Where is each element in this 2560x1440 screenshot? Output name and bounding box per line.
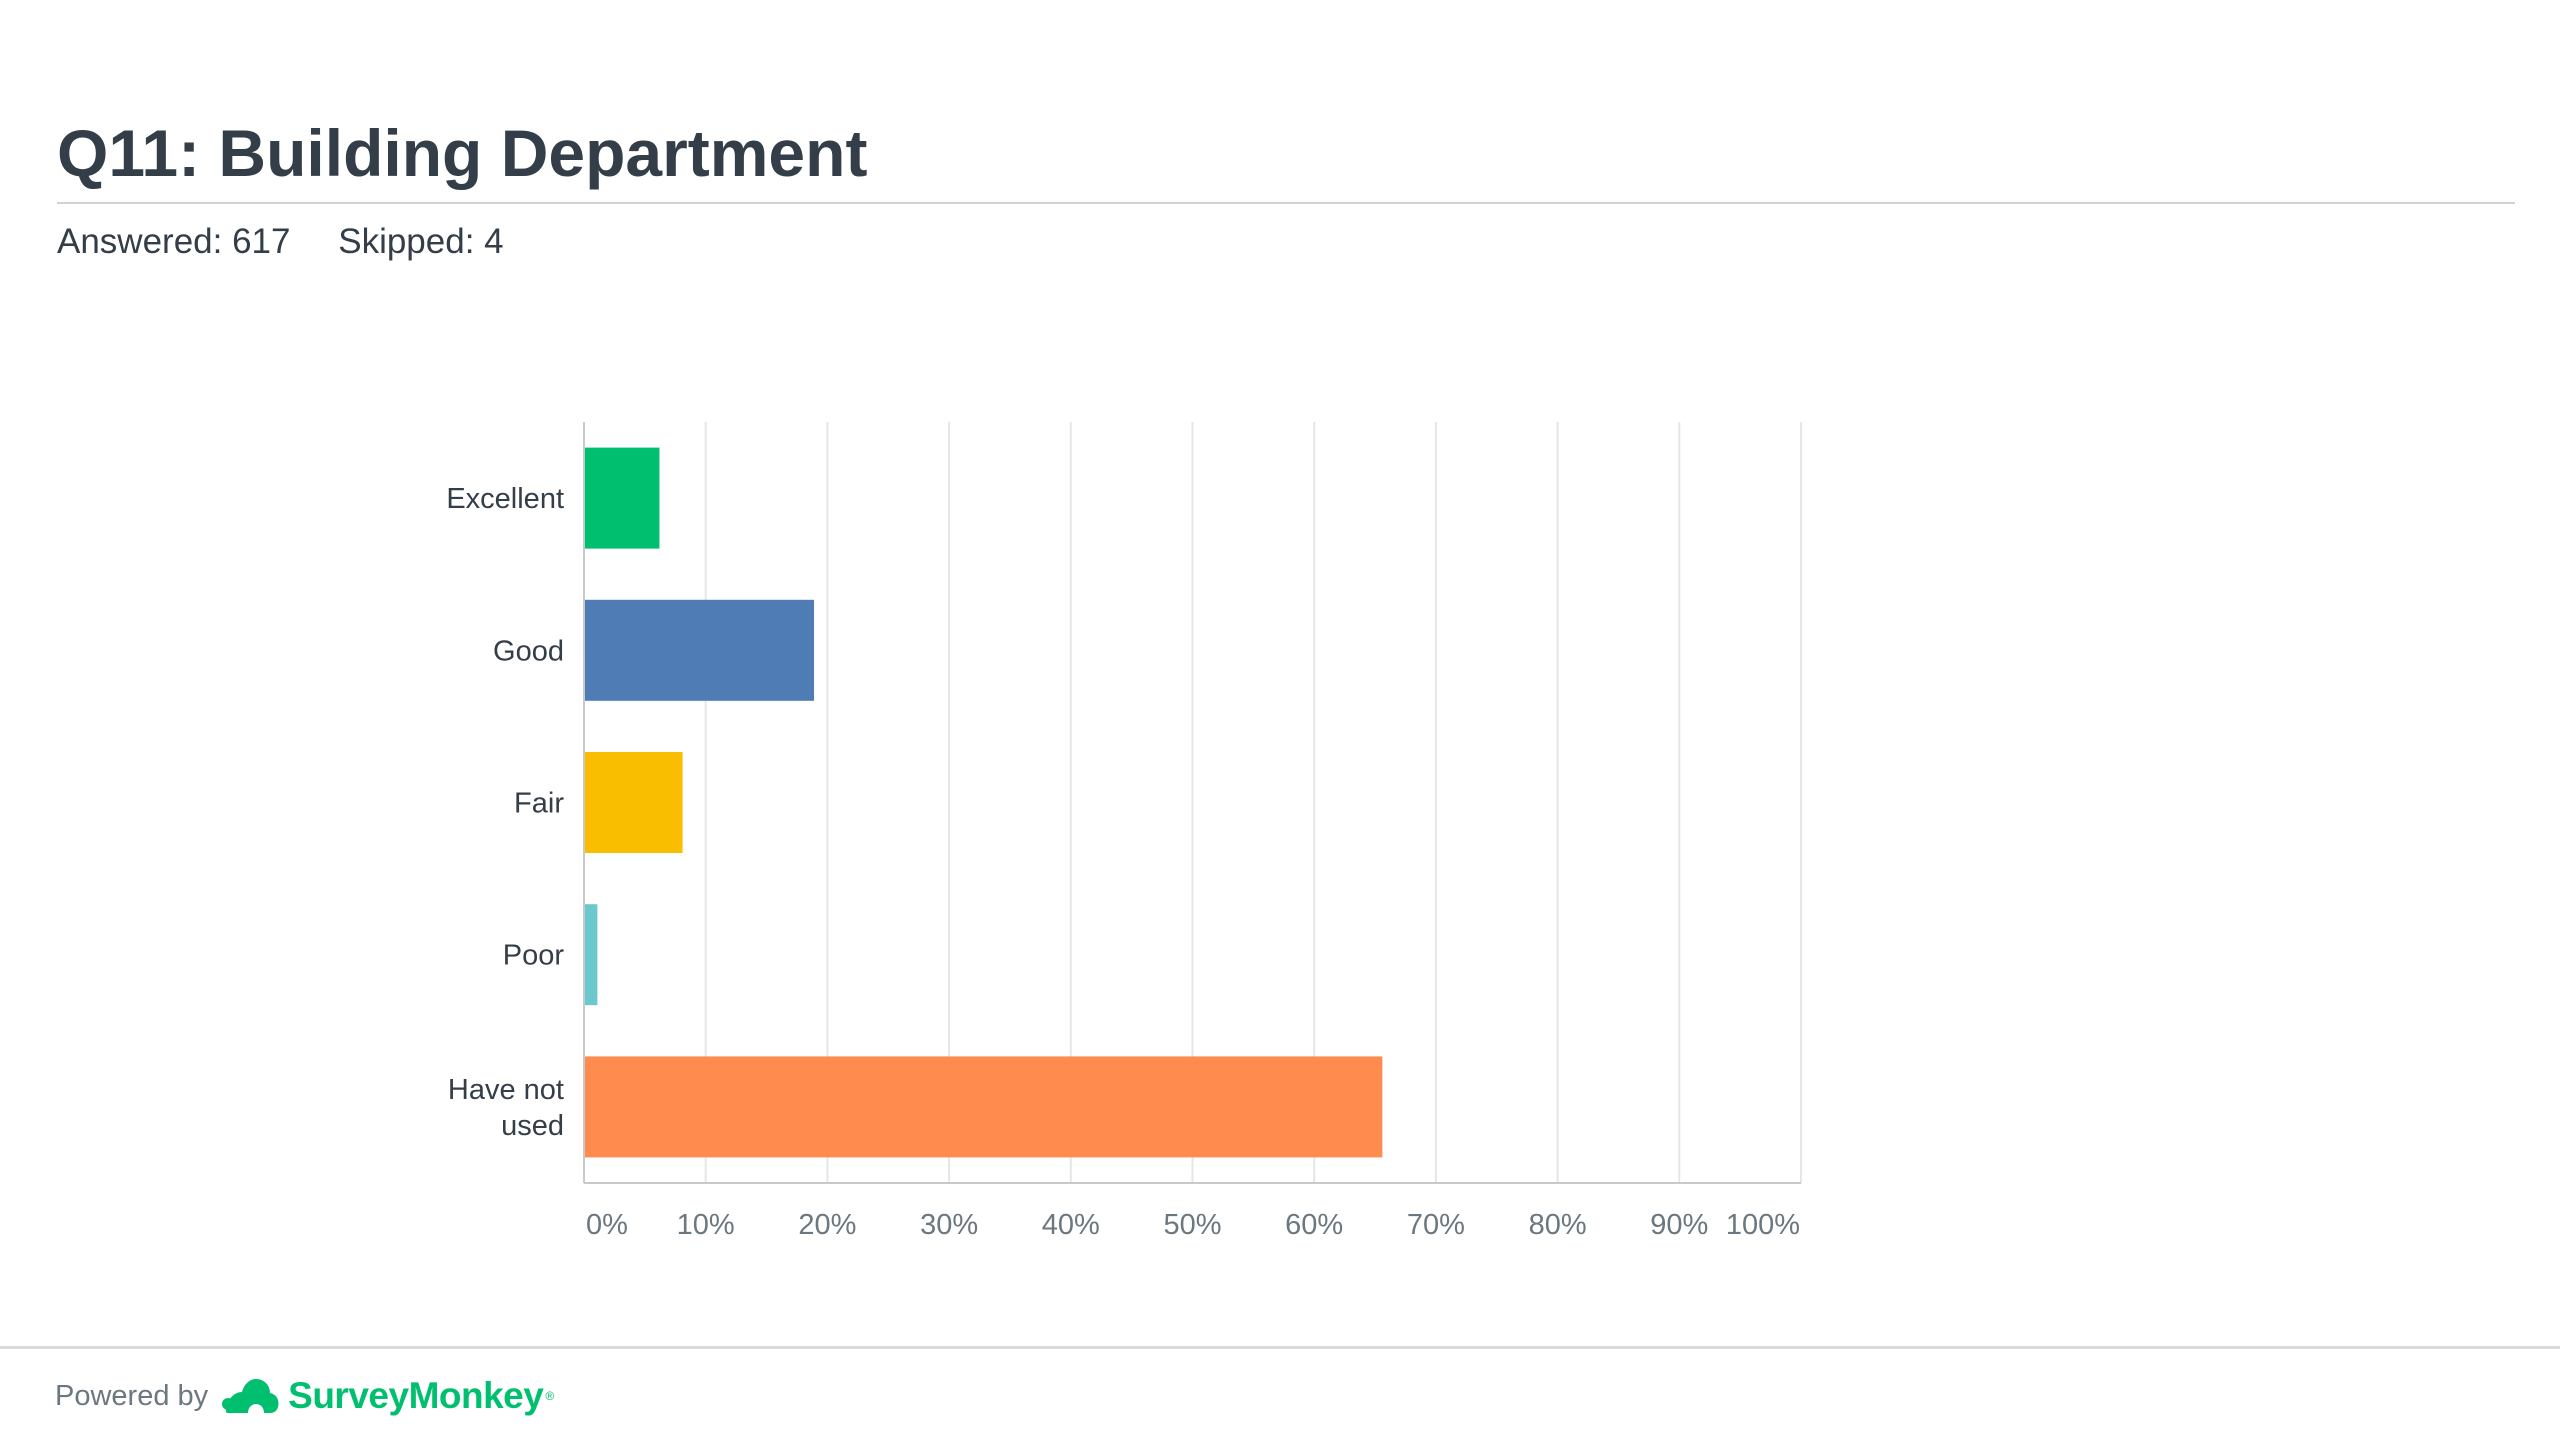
category-label: Poor bbox=[503, 940, 565, 972]
bar[interactable] bbox=[584, 904, 598, 1006]
x-tick-label: 20% bbox=[798, 1209, 856, 1241]
bar[interactable] bbox=[584, 752, 683, 853]
bar[interactable] bbox=[584, 1056, 1383, 1158]
x-tick-label: 40% bbox=[1042, 1209, 1100, 1241]
response-stats: Answered: 617 Skipped: 4 bbox=[57, 218, 504, 266]
category-labels: Excellent Good Fair Poor Have not used bbox=[446, 483, 564, 1142]
x-tick-label: 50% bbox=[1163, 1209, 1221, 1241]
x-tick-label: 70% bbox=[1407, 1209, 1465, 1241]
bars bbox=[584, 447, 1383, 1158]
grid-lines bbox=[704, 422, 1802, 1183]
answered-count: Answered: 617 bbox=[57, 222, 291, 261]
x-tick-label: 30% bbox=[920, 1209, 978, 1241]
question-title: Q11: Building Department bbox=[57, 116, 868, 190]
category-label: Excellent bbox=[446, 483, 564, 515]
category-label: Good bbox=[493, 635, 564, 667]
title-divider bbox=[57, 202, 2515, 204]
surveymonkey-logo-icon[interactable] bbox=[220, 1374, 282, 1418]
x-tick-label: 0% bbox=[586, 1209, 628, 1241]
bar[interactable] bbox=[584, 599, 815, 701]
skipped-count: Skipped: 4 bbox=[338, 222, 504, 261]
tick-labels: 0% 10% 20% 30% 40% 50% 60% 70% 80% 90% 100% bbox=[586, 1209, 1800, 1241]
brand-registered-mark: ® bbox=[545, 1389, 555, 1403]
powered-by-label: Powered by bbox=[55, 1379, 209, 1412]
x-tick-label: 60% bbox=[1285, 1209, 1343, 1241]
x-tick-label: 100% bbox=[1726, 1209, 1800, 1241]
x-tick-label: 10% bbox=[677, 1209, 735, 1241]
axes bbox=[583, 422, 1801, 1184]
brand-name[interactable]: SurveyMonkey bbox=[288, 1375, 544, 1416]
bar[interactable] bbox=[584, 447, 660, 549]
footer: Powered by SurveyMonkey ® bbox=[55, 1366, 554, 1426]
category-label: Fair bbox=[514, 788, 564, 820]
x-tick-label: 80% bbox=[1529, 1209, 1587, 1241]
footer-divider bbox=[0, 1346, 2560, 1349]
x-tick-label: 90% bbox=[1650, 1209, 1708, 1241]
category-label: used bbox=[501, 1110, 564, 1142]
bar-chart: Excellent Good Fair Poor Have not used 0% 10% 2… bbox=[446, 422, 1802, 1241]
category-label: Have not bbox=[448, 1074, 564, 1106]
